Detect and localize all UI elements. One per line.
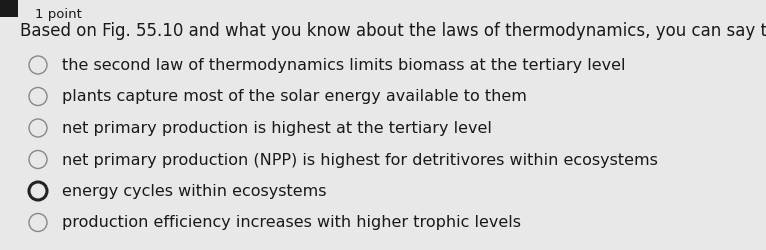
Text: energy cycles within ecosystems: energy cycles within ecosystems [62, 183, 326, 198]
Bar [0, 0, 18, 18]
Text: Based on Fig. 55.10 and what you know about the laws of thermodynamics, you can : Based on Fig. 55.10 and what you know ab… [20, 22, 766, 40]
Text: net primary production is highest at the tertiary level: net primary production is highest at the… [62, 120, 492, 136]
Text: 1 point: 1 point [35, 8, 82, 21]
Text: the second law of thermodynamics limits biomass at the tertiary level: the second law of thermodynamics limits … [62, 58, 626, 73]
Text: production efficiency increases with higher trophic levels: production efficiency increases with hig… [62, 215, 521, 230]
Text: plants capture most of the solar energy available to them: plants capture most of the solar energy … [62, 89, 527, 104]
Text: net primary production (NPP) is highest for detritivores within ecosystems: net primary production (NPP) is highest … [62, 152, 658, 167]
